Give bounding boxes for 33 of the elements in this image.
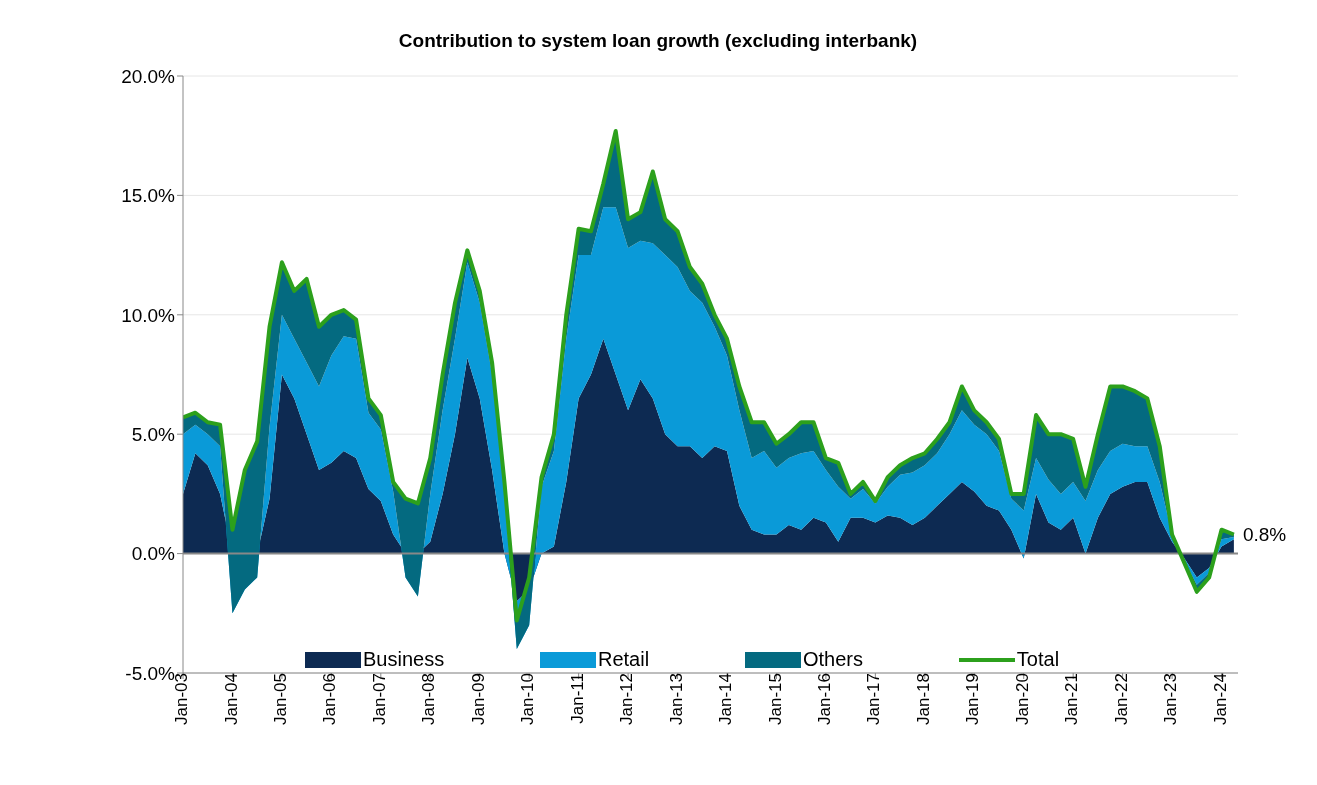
x-tick-label: Jan-08 xyxy=(419,673,439,725)
x-tick-label: Jan-15 xyxy=(765,673,785,725)
x-tick-label: Jan-20 xyxy=(1012,673,1032,725)
y-tick-label: 5.0% xyxy=(131,423,176,445)
legend-label: Retail xyxy=(598,648,650,671)
annotation: 0.8% xyxy=(1242,524,1287,546)
legend-label: Others xyxy=(802,648,864,671)
x-tick-label: Jan-04 xyxy=(221,673,241,725)
y-tick-label: 20.0% xyxy=(121,65,176,87)
x-tick-label: Jan-05 xyxy=(270,673,290,725)
x-tick-label: Jan-17 xyxy=(864,673,884,725)
x-tick-label: Jan-18 xyxy=(913,673,933,725)
x-tick-label: Jan-19 xyxy=(963,673,983,725)
x-tick-label: Jan-09 xyxy=(468,673,488,725)
x-tick-label: Jan-23 xyxy=(1161,673,1181,725)
x-tick-label: Jan-11 xyxy=(567,673,587,724)
x-tick-label: Jan-24 xyxy=(1210,673,1230,725)
x-tick-label: Jan-12 xyxy=(617,673,637,725)
x-tick-label: Jan-16 xyxy=(814,673,834,725)
x-tick-label: Jan-07 xyxy=(369,673,389,725)
x-tick-label: Jan-13 xyxy=(666,673,686,725)
legend-label: Total xyxy=(1016,648,1060,671)
legend-label: Business xyxy=(363,648,445,671)
chart-title: Contribution to system loan growth (excluding interbank) xyxy=(397,30,919,52)
x-tick-label: Jan-10 xyxy=(518,673,538,725)
y-tick-label: -5.0% xyxy=(125,662,176,684)
x-tick-label: Jan-14 xyxy=(716,673,736,725)
y-tick-label: 0.0% xyxy=(131,543,176,565)
y-tick-label: 10.0% xyxy=(121,304,176,326)
x-tick-label: Jan-06 xyxy=(320,673,340,725)
x-tick-label: Jan-22 xyxy=(1111,673,1131,725)
y-tick-label: 15.0% xyxy=(121,185,176,207)
x-tick-label: Jan-21 xyxy=(1062,673,1082,725)
